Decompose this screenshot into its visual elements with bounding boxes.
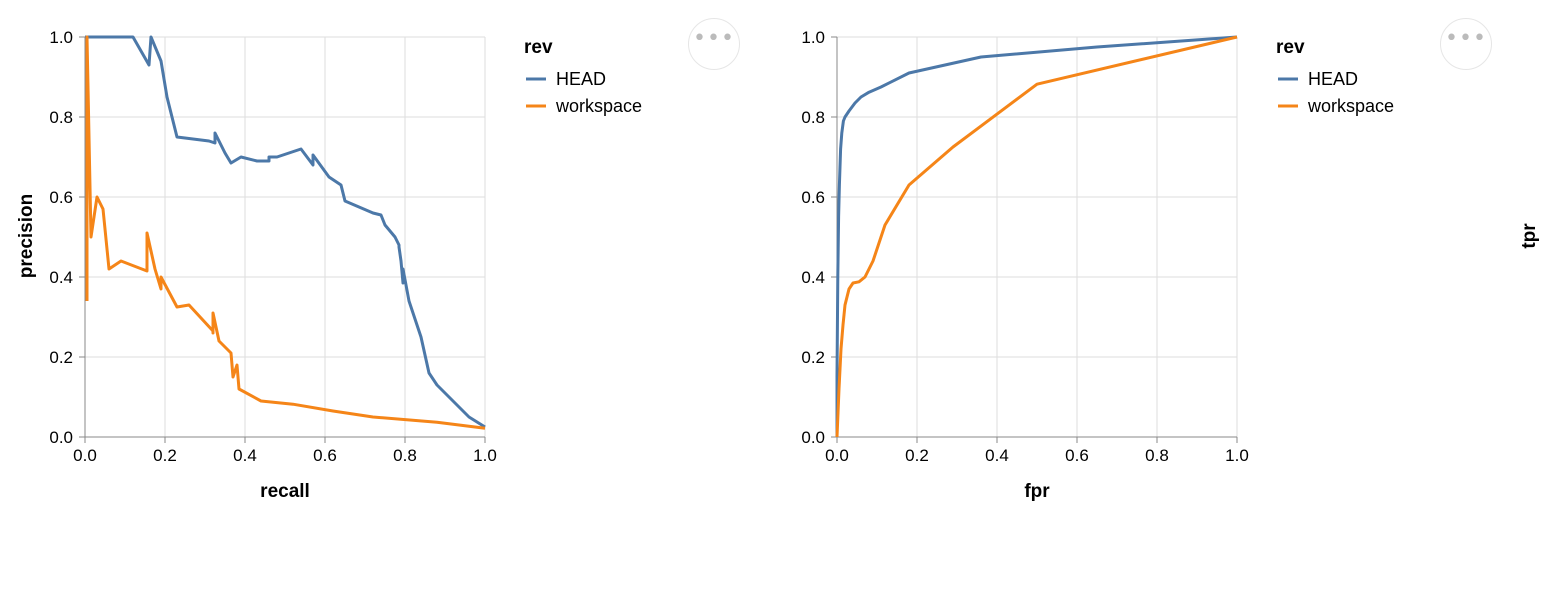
pr-y-tick-label: 0.6 [49,188,73,207]
roc-legend-label-workspace: workspace [1307,96,1394,116]
pr-y-tick-label: 1.0 [49,28,73,47]
roc-series-line-head [835,35,1238,437]
roc-y-tick-label: 0.6 [801,188,825,207]
pr-x-tick-label: 0.8 [393,446,417,465]
pr-x-tick-label: 1.0 [473,446,497,465]
pr-y-axis-title: precision [16,194,37,278]
roc-x-tick-label: 0.6 [1065,446,1089,465]
pr-x-tick-label: 0.4 [233,446,257,465]
pr-x-tick-label: 0.0 [73,446,97,465]
roc-y-tick-label: 0.8 [801,108,825,127]
pr-series-line-workspace [85,35,486,430]
pr-x-axis: 0.0 0.2 0.4 0.6 0.8 1.0 [73,436,497,465]
pr-legend-label-workspace: workspace [555,96,642,116]
pr-legend-title: rev [524,37,553,58]
roc-x-axis: 0.0 0.2 0.4 0.6 0.8 1.0 [825,436,1249,465]
pr-x-axis-title: recall [260,481,310,502]
pr-legend-label-head: HEAD [556,69,606,89]
roc-x-axis-title: fpr [1024,481,1050,502]
roc-y-axis: 0.0 0.2 0.4 0.6 0.8 1.0 [801,28,838,447]
roc-grid [836,36,1238,438]
roc-x-tick-label: 1.0 [1225,446,1249,465]
pr-x-tick-label: 0.2 [153,446,177,465]
roc-x-tick-label: 0.0 [825,446,849,465]
pr-series-lines [85,35,486,430]
roc-legend-label-head: HEAD [1308,69,1358,89]
pr-actions-menu-button[interactable]: ••• [688,18,740,70]
pr-y-tick-label: 0.2 [49,348,73,367]
roc-series-lines [835,35,1238,438]
roc-legend: rev HEAD workspace [1276,37,1394,116]
roc-chart: 0.0 0.2 0.4 0.6 0.8 1.0 0.0 0.2 0.4 0.6 0.8 1.0 fp… [801,28,1540,502]
pr-grid [84,36,486,438]
precision-recall-chart: 0.0 0.2 0.4 0.6 0.8 1.0 0.0 0.2 0.4 0.6 0.8 1.0 re… [16,28,642,502]
roc-legend-title: rev [1276,37,1305,58]
roc-x-tick-label: 0.4 [985,446,1009,465]
roc-series-line-workspace [835,35,1238,438]
roc-y-tick-label: 0.2 [801,348,825,367]
pr-y-axis: 0.0 0.2 0.4 0.6 0.8 1.0 [49,28,86,447]
roc-x-tick-label: 0.8 [1145,446,1169,465]
roc-y-axis-title: tpr [1519,223,1540,249]
roc-y-tick-label: 0.0 [801,428,825,447]
roc-actions-menu-button[interactable]: ••• [1440,18,1492,70]
pr-y-tick-label: 0.0 [49,428,73,447]
roc-y-tick-label: 0.4 [801,268,825,287]
roc-y-tick-label: 1.0 [801,28,825,47]
pr-series-line-head [85,35,486,429]
roc-x-tick-label: 0.2 [905,446,929,465]
pr-x-tick-label: 0.6 [313,446,337,465]
pr-legend: rev HEAD workspace [524,37,642,116]
pr-y-tick-label: 0.4 [49,268,73,287]
more-horizontal-icon: ••• [1445,26,1487,51]
pr-y-tick-label: 0.8 [49,108,73,127]
more-horizontal-icon: ••• [693,26,735,51]
